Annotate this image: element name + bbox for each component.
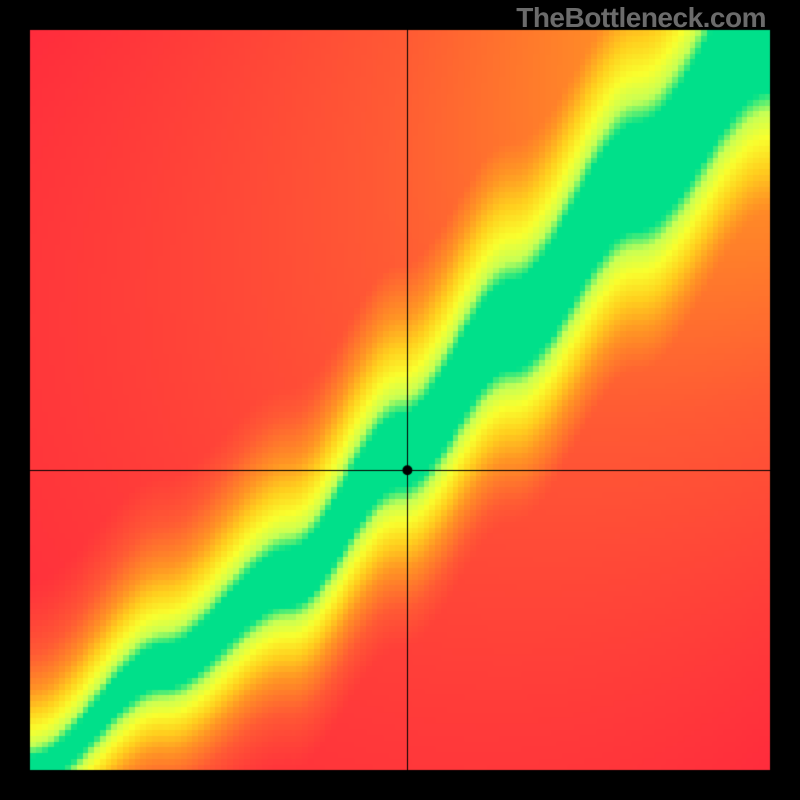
watermark-label: TheBottleneck.com <box>516 2 766 34</box>
chart-frame: TheBottleneck.com <box>0 0 800 800</box>
bottleneck-heatmap-canvas <box>0 0 800 800</box>
